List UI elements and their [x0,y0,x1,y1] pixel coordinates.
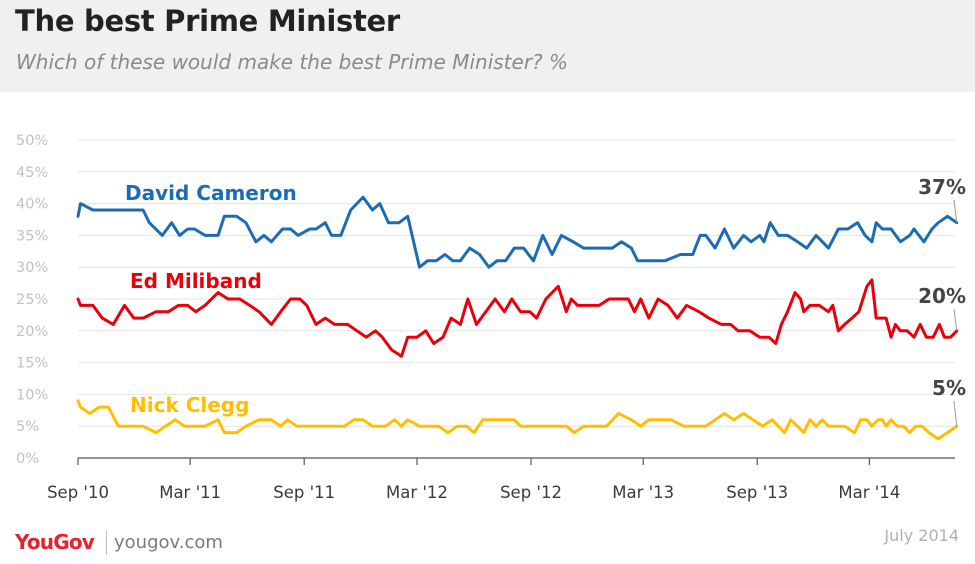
y-tick-label: 15% [16,356,48,372]
y-tick-label: 5% [16,419,39,435]
y-tick-label: 45% [16,165,48,181]
x-tick-label: Mar '12 [386,483,448,502]
x-tick-label: Mar '13 [612,483,674,502]
footer-divider [106,531,107,555]
x-tick-label: Mar '14 [838,483,900,502]
y-tick-label: 0% [16,451,39,467]
header-band: The best Prime Minister Which of these w… [0,0,975,92]
y-tick-label: 50% [16,133,48,149]
footer-date: July 2014 [884,526,959,545]
y-tick-label: 20% [16,324,48,340]
series-label: Ed Miliband [130,269,262,293]
y-tick-label: 40% [16,197,48,213]
x-tick-label: Sep '12 [500,483,562,502]
x-tick-label: Sep '11 [273,483,335,502]
end-label-leader [953,199,958,223]
end-value-label: 20% [918,284,966,308]
series-label: David Cameron [125,181,297,205]
series-label: Nick Clegg [130,393,249,417]
x-tick-label: Mar '11 [159,483,221,502]
end-label-leader [953,308,958,331]
page-title: The best Prime Minister [15,4,400,38]
y-tick-label: 35% [16,228,48,244]
footer-site-link[interactable]: yougov.com [114,532,223,553]
yougov-logo: YouGov [15,530,95,554]
series-line [76,195,959,269]
series-line [76,278,959,358]
end-value-label: 37% [918,175,966,199]
x-tick-label: Sep '10 [47,483,109,502]
x-tick-label: Sep '13 [726,483,788,502]
y-tick-label: 30% [16,260,48,276]
page-subtitle: Which of these would make the best Prime… [16,50,569,74]
line-chart: 0% 5% 10% 15% 20% 25% 30% 35% 40% 45% 50% Sep '10 Ma… [16,133,966,502]
y-tick-label: 10% [16,387,48,403]
y-tick-label: 25% [16,292,48,308]
end-value-label: 5% [932,376,966,400]
end-label-leader [953,400,958,427]
series-line [76,399,959,441]
